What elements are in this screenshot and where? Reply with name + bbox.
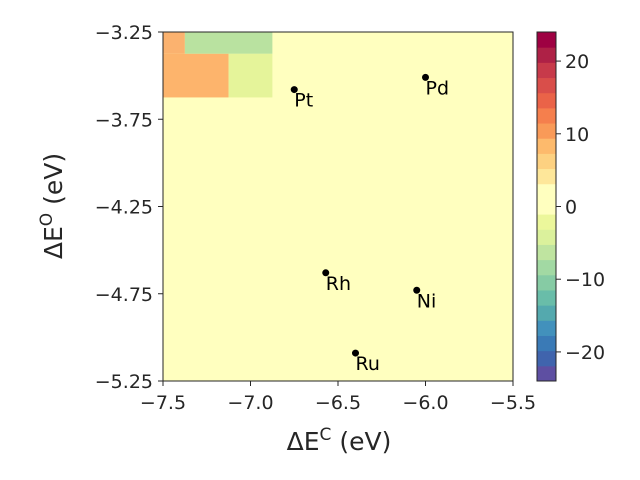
colorbar-tick-label: 0 [565, 197, 577, 219]
colorbar-segment [537, 77, 556, 94]
colorbar-segment [537, 320, 556, 336]
colorbar-segment [537, 32, 556, 48]
colorbar-segment [537, 214, 556, 230]
colorbar-segment [537, 259, 556, 276]
point-label-ru: Ru [356, 353, 380, 375]
colorbar-segment [537, 183, 556, 200]
colorbar-tick-label: −10 [565, 269, 605, 291]
colorbar-segment [537, 47, 556, 63]
heatmap-cell-2 [163, 53, 229, 98]
colorbar-tick-label: −20 [565, 342, 605, 364]
colorbar-segment [537, 153, 556, 170]
y-tick-label: −5.25 [95, 371, 153, 393]
x-tick-label: −5.5 [490, 392, 536, 414]
point-pt [290, 86, 298, 94]
heatmap-cell-1 [184, 32, 273, 54]
point-ru [352, 349, 359, 357]
x-tick-label: −7.5 [140, 392, 186, 414]
colorbar-segment [537, 244, 556, 261]
y-tick-label: −4.75 [95, 284, 153, 306]
point-ni [413, 286, 421, 294]
point-label-pd: Pd [426, 77, 450, 99]
colorbar: −20 −10 0 10 20 [536, 31, 605, 382]
x-tick-label: −6.5 [315, 392, 361, 414]
y-axis-label: ΔEO (eV) [37, 153, 68, 259]
colorbar-segment [537, 305, 556, 321]
point-label-ni: Ni [417, 290, 437, 312]
colorbar-segment [537, 350, 556, 367]
colorbar-segment [537, 365, 556, 382]
colorbar-tick-label: 20 [565, 51, 589, 73]
colorbar-segment [537, 92, 556, 109]
colorbar-segment [537, 123, 556, 139]
x-axis-label: ΔEC (eV) [287, 425, 392, 456]
colorbar-segment [537, 229, 556, 245]
colorbar-segment [537, 289, 556, 306]
colorbar-tick-label: 10 [565, 124, 589, 146]
y-tick-label: −3.75 [95, 109, 153, 131]
colorbar-segment [537, 168, 556, 185]
point-rh [322, 269, 330, 277]
colorbar-segment [537, 62, 556, 79]
colorbar-segment [537, 107, 556, 124]
colorbar-segment [537, 335, 556, 352]
heatmap-cell-0 [163, 32, 185, 54]
point-label-pt: Pt [294, 90, 313, 112]
colorbar-segment [537, 138, 556, 154]
colorbar-segment [537, 198, 556, 215]
point-pd [422, 73, 429, 81]
y-tick-label: −4.25 [95, 197, 153, 219]
x-tick-label: −7.0 [227, 392, 273, 414]
point-label-rh: Rh [326, 273, 351, 295]
x-tick-label: −6.0 [402, 392, 448, 414]
plot-area: −7.5 −7.0 −6.5 −6.0 −5.5 −3.25 −3.75 −4.25 −4.75… [95, 22, 536, 414]
y-tick-label: −3.25 [95, 22, 153, 44]
heatmap-cell-3 [228, 53, 273, 98]
colorbar-segment [537, 274, 556, 291]
